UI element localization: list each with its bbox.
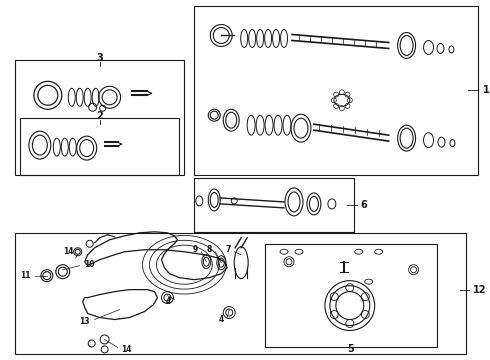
Text: 11: 11 — [21, 271, 31, 280]
Text: 3: 3 — [96, 53, 103, 63]
Text: 7: 7 — [226, 245, 231, 254]
Bar — [195, 178, 354, 232]
Text: 9: 9 — [193, 245, 198, 254]
Text: 12: 12 — [473, 285, 487, 294]
Text: 4: 4 — [166, 297, 172, 306]
Text: 6: 6 — [361, 200, 368, 210]
Bar — [265, 244, 437, 347]
Text: 14: 14 — [63, 247, 74, 256]
Text: 13: 13 — [79, 317, 90, 326]
Text: 5: 5 — [347, 345, 354, 354]
Text: 14: 14 — [122, 345, 132, 354]
Bar — [195, 6, 478, 175]
Text: 2: 2 — [96, 111, 103, 121]
Text: 8: 8 — [207, 245, 212, 254]
Text: 4: 4 — [219, 315, 224, 324]
Text: 10: 10 — [84, 260, 94, 269]
Bar — [20, 118, 179, 175]
Text: 1: 1 — [483, 85, 490, 95]
Bar — [15, 60, 184, 175]
Bar — [15, 233, 466, 354]
